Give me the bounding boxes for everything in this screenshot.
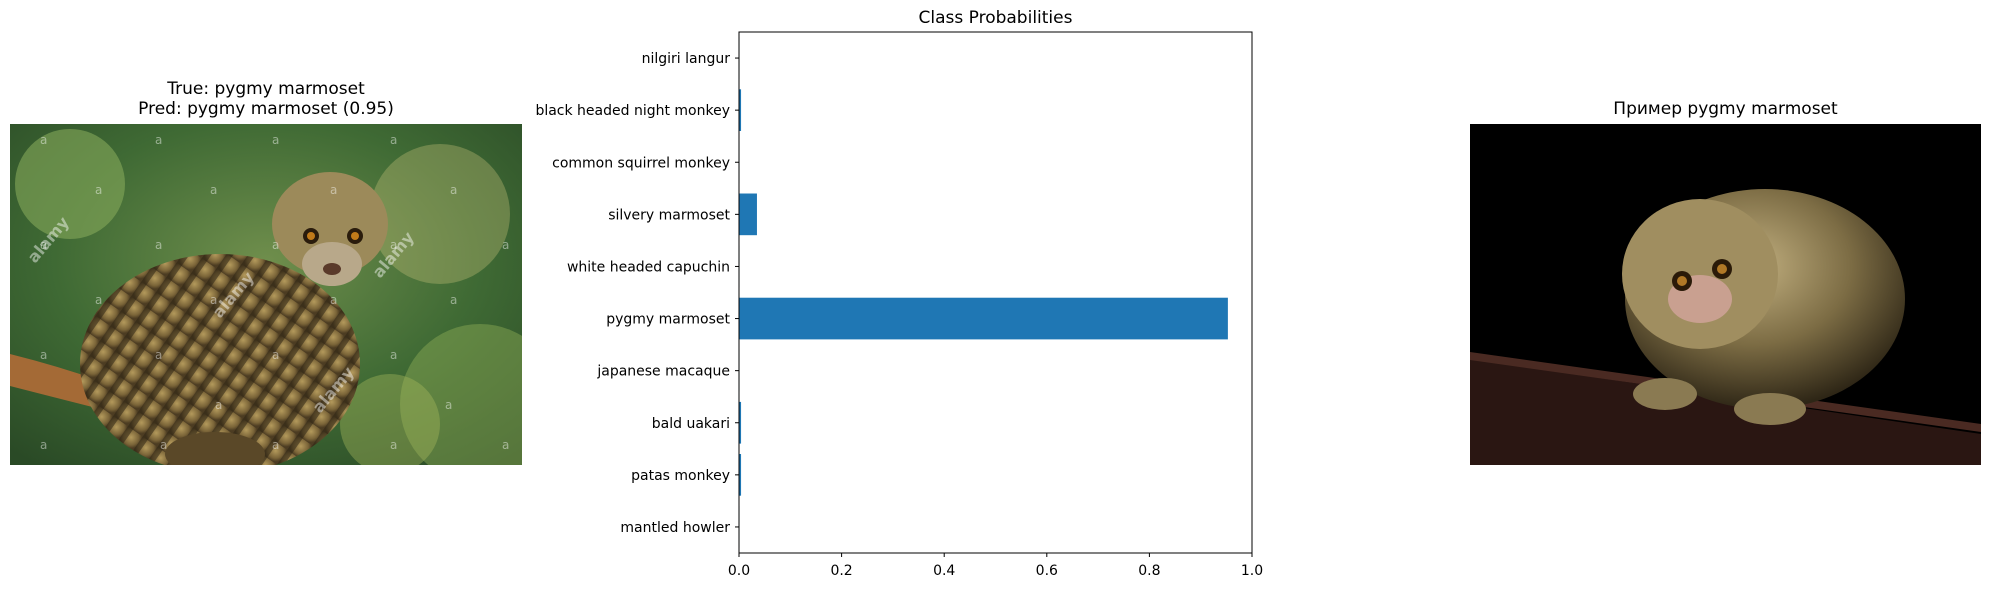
x-tick-label: 0.4 — [933, 563, 955, 579]
y-tick-label: patas monkey — [631, 468, 730, 484]
svg-text:a: a — [445, 398, 452, 412]
y-tick-label: japanese macaque — [596, 364, 730, 380]
y-tick-label: silvery marmoset — [608, 207, 730, 223]
y-tick-label: mantled howler — [620, 520, 730, 536]
svg-text:a: a — [390, 438, 397, 452]
y-tick-label: bald uakari — [652, 416, 730, 432]
svg-text:a: a — [155, 348, 162, 362]
svg-text:a: a — [40, 238, 47, 252]
pred-label: Pred: pygmy marmoset (0.95) — [138, 99, 394, 119]
bar-black-headed-night-monkey — [739, 89, 742, 131]
svg-text:a: a — [272, 238, 279, 252]
x-tick-label: 1.0 — [1241, 563, 1263, 579]
svg-text:a: a — [210, 293, 217, 307]
svg-text:a: a — [390, 238, 397, 252]
bar-pygmy-marmoset — [739, 297, 1228, 340]
svg-text:a: a — [390, 133, 397, 147]
svg-text:a: a — [330, 183, 337, 197]
svg-text:a: a — [330, 293, 337, 307]
svg-text:a: a — [502, 238, 509, 252]
x-tick-label: 0.8 — [1138, 563, 1160, 579]
bar-silvery-marmoset — [739, 193, 757, 236]
chart-frame — [738, 31, 1253, 554]
svg-text:a: a — [160, 438, 167, 452]
svg-text:a: a — [502, 438, 509, 452]
svg-text:a: a — [40, 133, 47, 147]
svg-text:a: a — [155, 238, 162, 252]
svg-text:a: a — [215, 398, 222, 412]
true-label: True: pygmy marmoset — [167, 79, 365, 99]
svg-text:a: a — [450, 293, 457, 307]
bar-patas-monkey — [739, 454, 742, 496]
svg-text:a: a — [210, 183, 217, 197]
x-tick-label: 0.2 — [830, 563, 852, 579]
example-marmoset-graphic — [1470, 124, 1981, 465]
left-image-title: True: pygmy marmoset Pred: pygmy marmose… — [10, 79, 522, 119]
svg-text:a: a — [272, 438, 279, 452]
svg-text:a: a — [272, 348, 279, 362]
x-tick-label: 0.6 — [1036, 563, 1058, 579]
example-image-title: Пример pygmy marmoset — [1613, 99, 1838, 119]
svg-text:a: a — [95, 183, 102, 197]
y-tick-label: white headed capuchin — [567, 259, 730, 275]
svg-text:a: a — [390, 348, 397, 362]
y-tick-label: pygmy marmoset — [606, 312, 730, 328]
x-tick-label: 0.0 — [728, 563, 750, 579]
svg-text:a: a — [450, 183, 457, 197]
svg-text:a: a — [40, 348, 47, 362]
svg-text:a: a — [272, 133, 279, 147]
y-tick-label: black headed night monkey — [535, 103, 730, 119]
svg-text:a: a — [155, 133, 162, 147]
example-image-pygmy-marmoset — [1470, 124, 1981, 465]
bar-bald-uakari — [739, 401, 742, 444]
chart-title: Class Probabilities — [918, 8, 1073, 28]
y-tick-label: common squirrel monkey — [552, 155, 730, 171]
svg-text:a: a — [95, 293, 102, 307]
y-tick-label: nilgiri langur — [642, 51, 731, 67]
svg-text:a: a — [40, 438, 47, 452]
